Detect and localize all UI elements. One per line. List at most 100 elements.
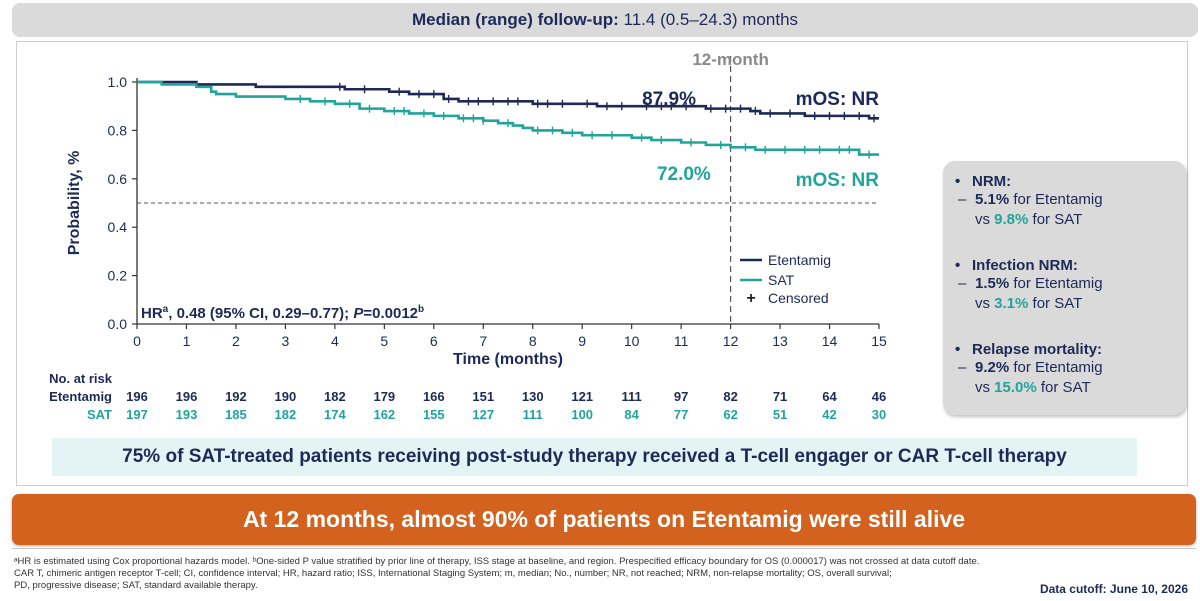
info-item-infection-nrm: Infection NRM: 1.5% for Etentamig vs 3.1… [955, 257, 1180, 314]
legend-label-sat: SAT [768, 272, 795, 288]
x-axis-label: Time (months) [453, 351, 563, 368]
km-curve-sat [137, 80, 879, 156]
data-cutoff: Data cutoff: June 10, 2026 [1039, 582, 1188, 596]
info-line-sat: vs 15.0% for SAT [955, 378, 1180, 398]
risk-count-sat: 193 [176, 407, 198, 422]
y-tick-label: 0.0 [108, 316, 128, 332]
risk-count-etentamig: 121 [571, 389, 593, 404]
x-tick-label: 5 [380, 333, 388, 349]
risk-count-sat: 77 [674, 407, 688, 422]
risk-count-etentamig: 166 [423, 389, 445, 404]
hr-main: , 0.48 (95% CI, 0.29–0.77); [168, 305, 353, 322]
x-tick-label: 11 [674, 333, 689, 349]
risk-count-etentamig: 97 [674, 389, 688, 404]
info-value-sat: 3.1% [994, 295, 1029, 312]
km-panel: 0.0 0.2 0.4 0.6 0.8 1.0 0 1 2 3 4 5 6 7 8 9 10 11 12 13 14 15… [16, 41, 1188, 486]
info-item-nrm: NRM: 5.1% for Etentamig vs 9.8% for SAT [955, 173, 1180, 230]
info-text: vs [975, 295, 995, 312]
footnote-line: CAR T, chimeric antigen receptor T-cell;… [14, 568, 892, 579]
median-label-etentamig: mOS: NR [796, 89, 880, 110]
followup-value: 11.4 (0.5–24.3) months [623, 10, 799, 29]
info-value-etentamig: 5.1% [975, 191, 1010, 208]
x-tick-label: 8 [529, 333, 537, 349]
risk-count-etentamig: 46 [872, 389, 886, 404]
landmark-value-sat: 72.0% [657, 164, 711, 185]
y-tick-label: 1.0 [108, 74, 128, 90]
x-tick-label: 7 [479, 333, 487, 349]
risk-count-etentamig: 64 [822, 389, 837, 404]
x-tick-label: 1 [183, 333, 191, 349]
info-value-sat: 9.8% [994, 211, 1029, 228]
p-label: P [353, 305, 364, 322]
x-tick-label: 15 [871, 333, 887, 349]
mortality-infobox: NRM: 5.1% for Etentamig vs 9.8% for SAT … [943, 161, 1186, 415]
risk-count-etentamig: 151 [472, 389, 494, 404]
risk-count-etentamig: 111 [622, 389, 642, 404]
risk-count-sat: 155 [423, 407, 445, 422]
landmark-label: 12-month [692, 50, 769, 69]
x-tick-label: 12 [723, 333, 739, 349]
info-text: for Etentamig [1009, 359, 1103, 376]
x-tick-label: 10 [624, 333, 640, 349]
legend-censor-mark: + [746, 290, 755, 307]
risk-table-title: No. at risk [49, 371, 113, 386]
risk-count-etentamig: 71 [773, 389, 787, 404]
footnote-divider [12, 548, 1196, 549]
median-label-sat: mOS: NR [796, 170, 880, 191]
risk-count-etentamig: 190 [275, 389, 297, 404]
risk-count-sat: 197 [126, 407, 148, 422]
risk-count-etentamig: 179 [373, 389, 395, 404]
risk-count-etentamig: 196 [176, 389, 198, 404]
info-text: for SAT [1028, 211, 1083, 228]
risk-count-etentamig: 182 [324, 389, 346, 404]
info-title: Infection NRM: [955, 257, 1180, 274]
risk-count-sat: 100 [571, 407, 593, 422]
y-axis-label: Probability, % [66, 151, 83, 256]
y-tick-label: 0.6 [108, 171, 128, 187]
info-text: for Etentamig [1009, 191, 1103, 208]
info-text: vs [975, 379, 995, 396]
legend-label-etentamig: Etentamig [768, 252, 831, 268]
info-title: NRM: [955, 173, 1180, 190]
risk-count-sat: 185 [225, 407, 247, 422]
key-finding-banner: At 12 months, almost 90% of patients on … [12, 494, 1196, 545]
x-tick-label: 0 [133, 333, 141, 349]
x-tick-label: 13 [772, 333, 788, 349]
y-tick-label: 0.2 [108, 268, 128, 284]
risk-count-sat: 127 [472, 407, 494, 422]
legend-label-censored: Censored [768, 290, 829, 306]
p-value: =0.0012 [363, 305, 418, 322]
footnotes: ᵃHR is estimated using Cox proportional … [14, 556, 1064, 592]
risk-count-etentamig: 82 [723, 389, 737, 404]
risk-count-sat: 174 [324, 407, 346, 422]
info-line-sat: vs 3.1% for SAT [955, 294, 1180, 314]
info-value-etentamig: 9.2% [975, 359, 1010, 376]
footnote-line: ᵃHR is estimated using Cox proportional … [14, 556, 980, 567]
x-tick-label: 6 [430, 333, 438, 349]
info-line-etentamig: 5.1% for Etentamig [955, 190, 1180, 210]
x-tick-label: 2 [232, 333, 240, 349]
p-superscript: b [418, 304, 424, 315]
risk-count-sat: 111 [523, 407, 543, 422]
info-text: for Etentamig [1009, 275, 1103, 292]
post-study-therapy-callout: 75% of SAT-treated patients receiving po… [52, 438, 1137, 476]
risk-table-label-sat: SAT [87, 407, 112, 422]
footnote-line: PD, progressive disease; SAT, standard a… [14, 580, 258, 591]
x-tick-label: 4 [331, 333, 339, 349]
km-chart: 0.00.20.40.60.81.00 1 2 3 4 5 6 7 8 9 10 11 12 13 14 15… [49, 50, 887, 422]
hr-superscript: a [163, 304, 169, 315]
info-text: vs [975, 211, 995, 228]
info-item-relapse-mortality: Relapse mortality: 9.2% for Etentamig vs… [955, 341, 1180, 398]
risk-count-sat: 30 [872, 407, 886, 422]
info-value-sat: 15.0% [994, 379, 1037, 396]
x-tick-label: 9 [578, 333, 586, 349]
info-value-etentamig: 1.5% [975, 275, 1010, 292]
followup-label: Median (range) follow-up: [411, 10, 619, 29]
hr-prefix: HR [141, 305, 163, 322]
risk-count-sat: 182 [275, 407, 297, 422]
info-line-etentamig: 1.5% for Etentamig [955, 274, 1180, 294]
risk-count-sat: 62 [723, 407, 737, 422]
y-tick-label: 0.4 [108, 219, 128, 235]
risk-count-sat: 51 [773, 407, 787, 422]
x-tick-label: 14 [822, 333, 838, 349]
